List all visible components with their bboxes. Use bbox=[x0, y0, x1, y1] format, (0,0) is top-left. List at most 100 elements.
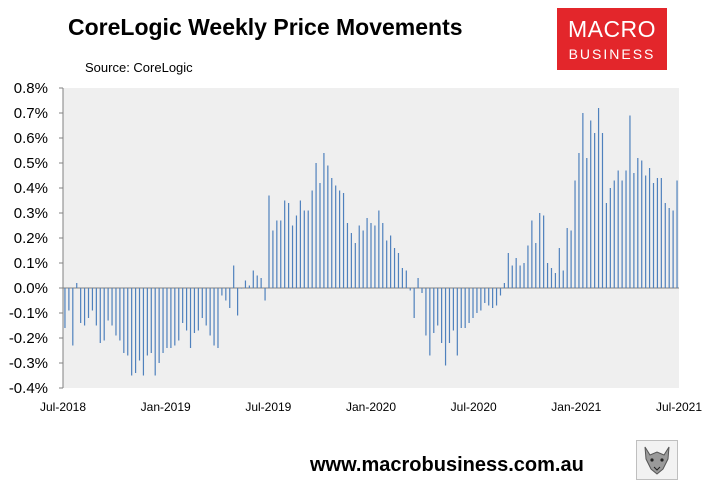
bar bbox=[91, 288, 94, 311]
bar bbox=[625, 170, 627, 288]
bar bbox=[617, 170, 619, 288]
bar bbox=[103, 288, 105, 341]
bar bbox=[523, 263, 525, 288]
bar bbox=[252, 270, 254, 288]
bar bbox=[499, 288, 502, 296]
bar bbox=[166, 288, 168, 348]
bar bbox=[229, 288, 231, 308]
bar bbox=[554, 273, 557, 288]
bar bbox=[335, 185, 337, 288]
bar bbox=[515, 258, 517, 288]
bar bbox=[299, 200, 301, 288]
bar bbox=[433, 288, 435, 333]
bar bbox=[660, 178, 662, 288]
bar bbox=[633, 173, 635, 288]
x-axis: Jul-2018 Jan-2019 Jul-2019 Jan-2020 Jul-2020… bbox=[40, 287, 702, 414]
bar bbox=[582, 113, 584, 288]
bar bbox=[629, 115, 631, 288]
x-tick-label: Jul-2019 bbox=[245, 400, 291, 414]
bar bbox=[221, 288, 223, 296]
bar bbox=[652, 183, 655, 288]
bar bbox=[185, 288, 188, 331]
bar bbox=[535, 243, 537, 288]
bar bbox=[138, 288, 141, 361]
bar bbox=[272, 230, 274, 288]
y-tick-label: 0.0% bbox=[14, 280, 48, 297]
bar bbox=[201, 288, 203, 318]
bar bbox=[307, 210, 309, 288]
bar bbox=[162, 288, 164, 353]
bar-series bbox=[64, 108, 678, 376]
y-tick-label: 0.1% bbox=[14, 255, 48, 272]
wolf-logo-icon bbox=[636, 440, 678, 480]
bar bbox=[566, 228, 568, 288]
bar bbox=[119, 288, 121, 341]
bar bbox=[233, 265, 235, 288]
bar bbox=[350, 233, 352, 288]
bar bbox=[182, 288, 184, 323]
bar bbox=[358, 225, 360, 288]
bar bbox=[390, 235, 392, 288]
bar bbox=[131, 288, 133, 376]
bar bbox=[374, 225, 376, 288]
bar bbox=[295, 215, 298, 288]
y-tick-label: 0.8% bbox=[14, 80, 48, 97]
bar bbox=[323, 153, 325, 288]
bar bbox=[448, 288, 451, 343]
bar bbox=[280, 220, 282, 288]
bar bbox=[178, 288, 180, 341]
bar bbox=[574, 180, 576, 288]
bar bbox=[189, 288, 192, 348]
bar bbox=[83, 288, 86, 326]
chart-source: Source: CoreLogic bbox=[85, 60, 193, 75]
bar bbox=[656, 178, 659, 288]
y-tick-label: 0.3% bbox=[14, 205, 48, 222]
bar bbox=[64, 288, 66, 328]
bar bbox=[158, 288, 160, 363]
bar bbox=[578, 153, 580, 288]
bar bbox=[468, 288, 470, 323]
bar bbox=[342, 193, 345, 288]
bar bbox=[339, 190, 341, 288]
bar bbox=[386, 240, 388, 288]
bar bbox=[425, 288, 427, 336]
bar bbox=[570, 230, 572, 288]
bar bbox=[80, 288, 82, 323]
bar bbox=[174, 288, 176, 346]
bar bbox=[362, 230, 364, 288]
bar bbox=[393, 248, 396, 288]
bar bbox=[480, 288, 482, 311]
bar bbox=[115, 288, 117, 336]
bar bbox=[460, 288, 462, 328]
bar bbox=[444, 288, 447, 366]
bar bbox=[648, 168, 651, 288]
bar bbox=[248, 285, 250, 288]
bar bbox=[546, 263, 549, 288]
bar bbox=[264, 288, 266, 301]
bar bbox=[621, 180, 623, 288]
bar bbox=[645, 175, 647, 288]
bar bbox=[370, 223, 372, 288]
bar bbox=[484, 288, 486, 303]
y-tick-label: 0.2% bbox=[14, 230, 48, 247]
bar bbox=[543, 215, 545, 288]
bar bbox=[354, 243, 356, 288]
bar bbox=[331, 178, 333, 288]
x-tick-label: Jan-2021 bbox=[551, 400, 601, 414]
bar bbox=[594, 133, 596, 288]
macro-business-logo: MACRO BUSINESS bbox=[557, 8, 667, 70]
bar bbox=[68, 288, 70, 311]
y-tick-label: -0.2% bbox=[9, 330, 48, 347]
bar bbox=[95, 288, 97, 326]
bar bbox=[150, 288, 152, 353]
bar bbox=[605, 203, 608, 288]
bar bbox=[366, 218, 368, 288]
bar bbox=[590, 120, 592, 288]
bar bbox=[597, 108, 600, 288]
bar bbox=[134, 288, 137, 373]
bar bbox=[327, 165, 329, 288]
bar bbox=[527, 245, 529, 288]
bar bbox=[225, 288, 227, 301]
bar bbox=[217, 288, 219, 348]
bar bbox=[519, 265, 521, 288]
